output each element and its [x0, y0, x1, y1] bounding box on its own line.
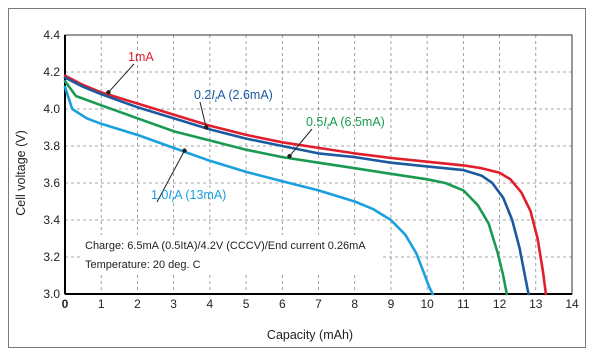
series-label-1: 0.2ItA (2.6mA)	[194, 88, 273, 104]
series-label-3: 1.0ItA (13mA)	[151, 188, 226, 204]
x-tick-label: 2	[134, 297, 141, 311]
x-tick-label: 10	[420, 297, 434, 311]
chart-frame: 0 1 2 3 4 5 6 7 8 9 10 11 12 13 14 3.0 3.2 3.4 3.6 3.8 4.0 4.…	[8, 8, 586, 348]
x-tick-label: 6	[279, 297, 286, 311]
x-tick-label: 7	[315, 297, 322, 311]
leader-line	[156, 150, 185, 203]
series-label-0: 1mA	[128, 50, 154, 64]
y-tick-label: 3.8	[43, 139, 60, 153]
x-tick-label: 4	[207, 297, 214, 311]
leader-line	[108, 63, 135, 93]
y-tick-label: 4.4	[43, 28, 60, 42]
y-axis-title: Cell voltage (V)	[14, 130, 28, 215]
leader-dot	[287, 153, 292, 159]
charge-condition-note: Charge: 6.5mA (0.5ItA)/4.2V (CCCV)/End c…	[85, 240, 366, 252]
series-line-0	[63, 74, 548, 296]
x-axis-title: Capacity (mAh)	[267, 328, 353, 342]
series-line-2	[63, 79, 509, 296]
series-layer	[63, 74, 548, 296]
y-tick-label: 3.4	[43, 213, 60, 227]
x-tick-label: 9	[388, 297, 395, 311]
series-label-2: 0.5ItA (6.5mA)	[306, 115, 385, 131]
y-tick-label: 4.0	[43, 102, 60, 116]
x-tick-label: 8	[351, 297, 358, 311]
series-line-1	[63, 76, 530, 296]
x-tick-label: 14	[565, 297, 579, 311]
x-tick-label: 13	[529, 297, 543, 311]
y-tick-label: 4.2	[43, 65, 60, 79]
leader-dot	[182, 148, 187, 153]
label-layer: 1mA 0.2ItA (2.6mA) 0.5ItA (6.5mA) 1.0ItA (1…	[106, 50, 385, 204]
leader-line	[289, 128, 313, 157]
leader-dot	[204, 125, 209, 130]
leader-dot	[106, 90, 111, 95]
x-tick-label: 5	[243, 297, 250, 311]
annotation-box	[80, 235, 380, 273]
x-tick-label: 12	[493, 297, 507, 311]
x-tick-label: 1	[98, 297, 105, 311]
axes-layer: 0 1 2 3 4 5 6 7 8 9 10 11 12 13 143.03.23.43.63.84.04.…	[43, 28, 579, 311]
series-line-3	[63, 85, 434, 296]
voltage-capacity-chart: 0 1 2 3 4 5 6 7 8 9 10 11 12 13 143.03.23.43.63.84.04.…	[14, 28, 579, 342]
x-tick-label: 3	[170, 297, 177, 311]
y-tick-label: 3.6	[43, 176, 60, 190]
y-tick-label: 3.0	[43, 287, 60, 301]
x-tick-label: 11	[457, 297, 470, 311]
temperature-note: Temperature: 20 deg. C	[85, 259, 201, 271]
y-tick-label: 3.2	[43, 250, 60, 264]
leader-line	[199, 101, 207, 128]
x-tick-label: 0	[62, 297, 69, 311]
